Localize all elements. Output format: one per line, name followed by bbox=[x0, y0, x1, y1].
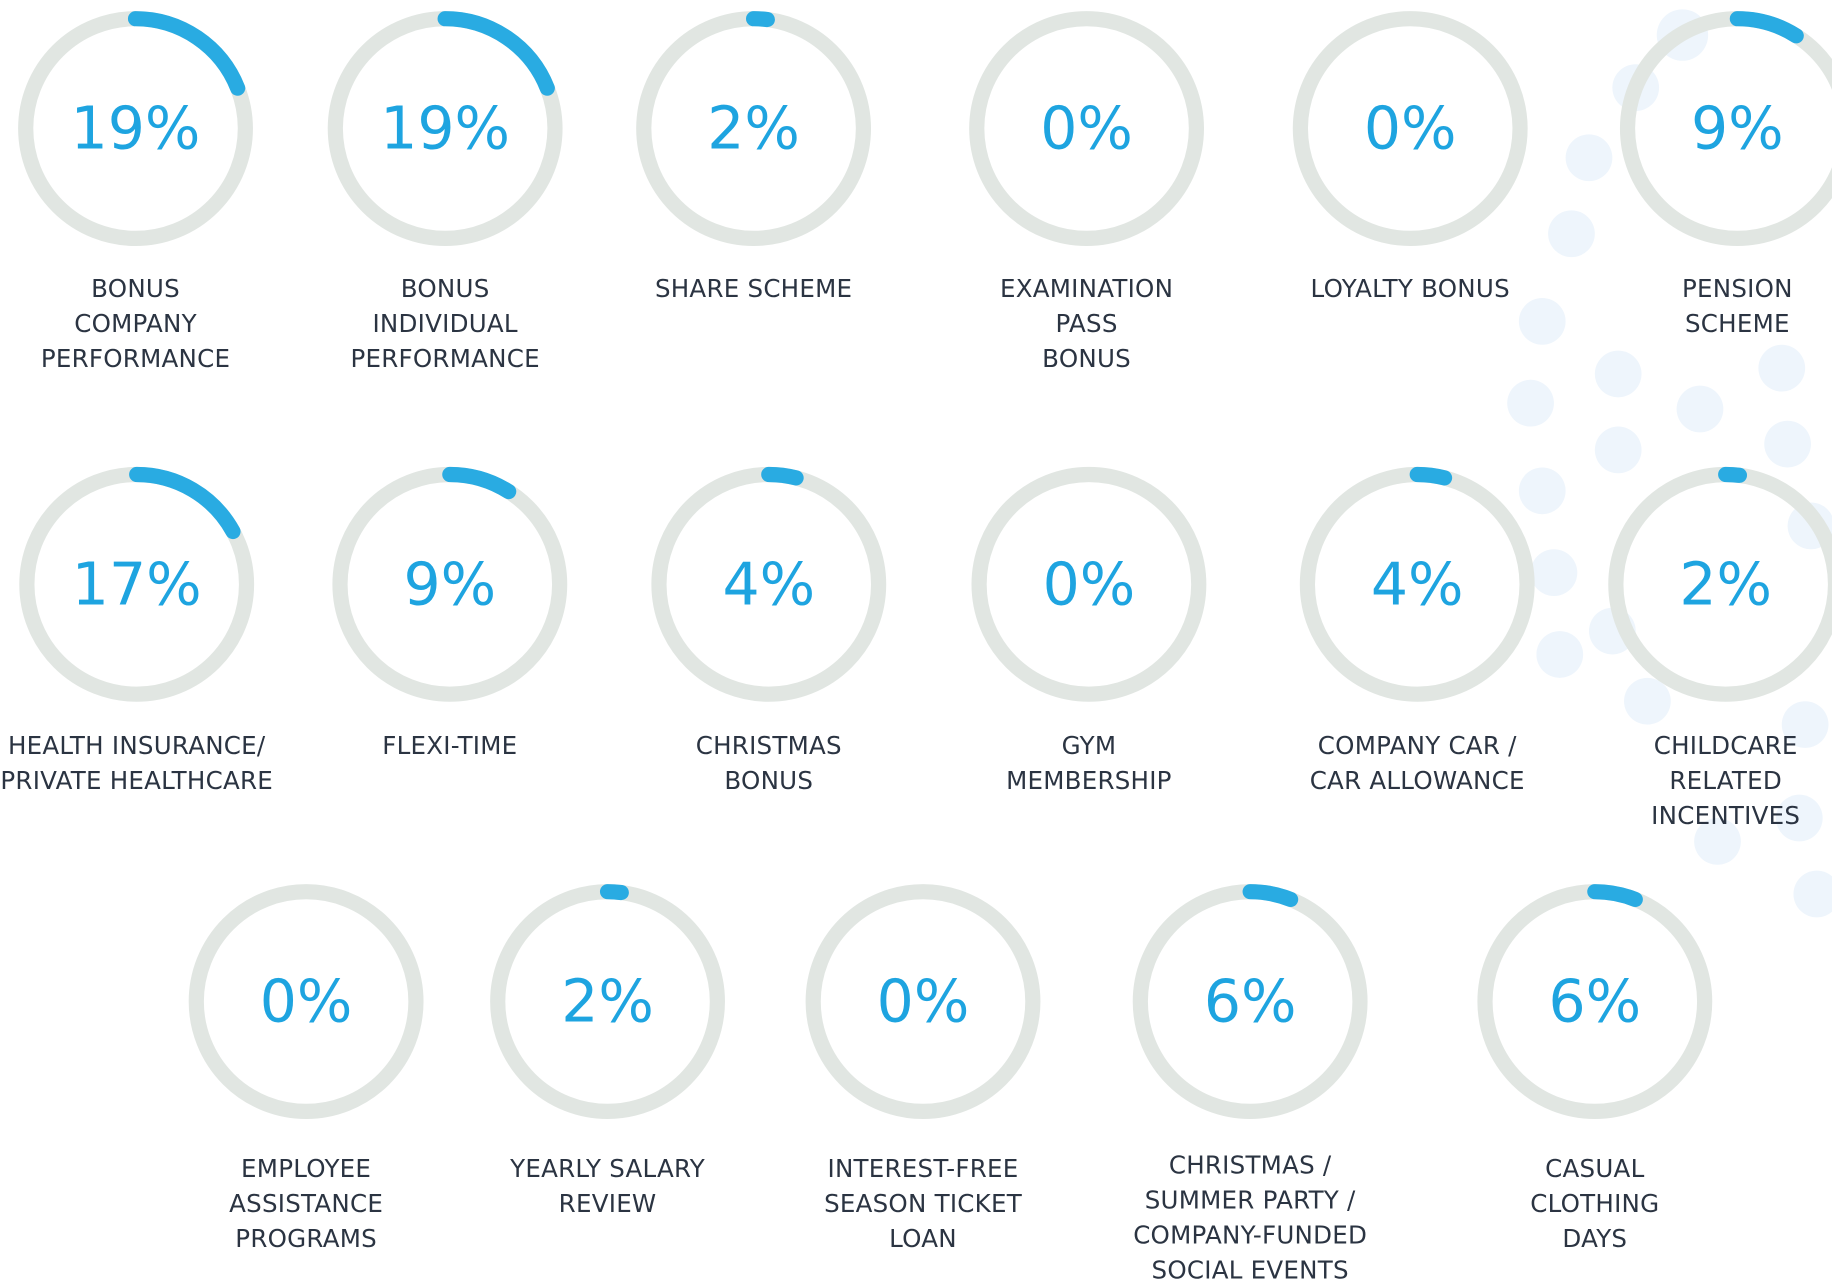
gauge-label: COMPANY CAR / CAR ALLOWANCE bbox=[1309, 731, 1525, 795]
gauge-arc bbox=[327, 11, 563, 247]
gauge-value-label: 6% bbox=[1204, 968, 1297, 1036]
gauge-arc bbox=[18, 11, 253, 247]
gauge-value-label: 2% bbox=[1679, 550, 1772, 618]
gauge-value-label: 2% bbox=[707, 95, 800, 163]
gauge-label: EXAMINATION PASS BONUS bbox=[999, 274, 1174, 373]
gauge-label: SHARE SCHEME bbox=[654, 274, 853, 303]
gauge-arc bbox=[1477, 884, 1713, 1119]
gauge-value-label: 9% bbox=[1691, 95, 1784, 163]
gauge-arc bbox=[1132, 884, 1368, 1119]
gauge-value-label: 4% bbox=[1371, 550, 1464, 618]
background-dots bbox=[1507, 9, 1832, 918]
gauge-value-label: 2% bbox=[561, 968, 654, 1036]
gauge-value-label: 0% bbox=[1043, 550, 1136, 618]
gauge-label: YEARLY SALARY REVIEW bbox=[510, 1154, 705, 1218]
gauge-value-label: 19% bbox=[380, 95, 510, 163]
gauge-value-label: 6% bbox=[1548, 968, 1641, 1036]
gauge-value-label: 0% bbox=[1040, 95, 1133, 163]
gauge-label: CHRISTMAS / SUMMER PARTY / COMPANY-FUNDE… bbox=[1133, 1151, 1368, 1285]
gauge-arc bbox=[1608, 466, 1832, 702]
gauge-arc bbox=[19, 466, 255, 702]
gauge-label: GYM MEMBERSHIP bbox=[1006, 731, 1172, 795]
gauge-label: CHILDCARE RELATED INCENTIVES bbox=[1651, 731, 1801, 830]
gauge-label: HEALTH INSURANCE/ PRIVATE HEALTHCARE bbox=[0, 731, 273, 795]
gauge-arc bbox=[1619, 11, 1832, 247]
gauge-track bbox=[971, 466, 1207, 702]
gauge-label: BONUS COMPANY PERFORMANCE bbox=[40, 274, 231, 373]
gauge-track bbox=[805, 884, 1041, 1119]
gauge-value-label: 0% bbox=[877, 968, 970, 1036]
gauge-value-label: 0% bbox=[1364, 95, 1457, 163]
gauge-label: EMPLOYEE ASSISTANCE PROGRAMS bbox=[229, 1154, 384, 1253]
gauge-arc bbox=[1299, 466, 1535, 702]
gauge-label: INTEREST-FREE SEASON TICKET LOAN bbox=[824, 1154, 1022, 1253]
gauge-value-label: 17% bbox=[72, 550, 202, 618]
gauge-label: BONUS INDIVIDUAL PERFORMANCE bbox=[350, 274, 540, 373]
gauge-label: CASUAL CLOTHING DAYS bbox=[1530, 1154, 1660, 1253]
gauge-arc bbox=[332, 466, 568, 702]
gauge-value-label: 19% bbox=[71, 95, 201, 163]
gauge-arc bbox=[636, 11, 872, 247]
gauge-label: CHRISTMAS BONUS bbox=[695, 731, 842, 795]
gauge-arc bbox=[490, 884, 725, 1119]
gauge-value-label: 9% bbox=[403, 550, 496, 618]
gauge-track bbox=[188, 884, 424, 1119]
gauge-label: LOYALTY BONUS bbox=[1310, 274, 1510, 303]
gauge-value-label: 0% bbox=[260, 968, 353, 1036]
gauge-track bbox=[969, 11, 1205, 247]
gauge-arc bbox=[651, 466, 887, 702]
gauge-value-label: 4% bbox=[722, 550, 815, 618]
gauge-track bbox=[1292, 11, 1528, 247]
gauge-label: FLEXI-TIME bbox=[382, 731, 518, 760]
gauge-label: PENSION SCHEME bbox=[1681, 274, 1793, 338]
